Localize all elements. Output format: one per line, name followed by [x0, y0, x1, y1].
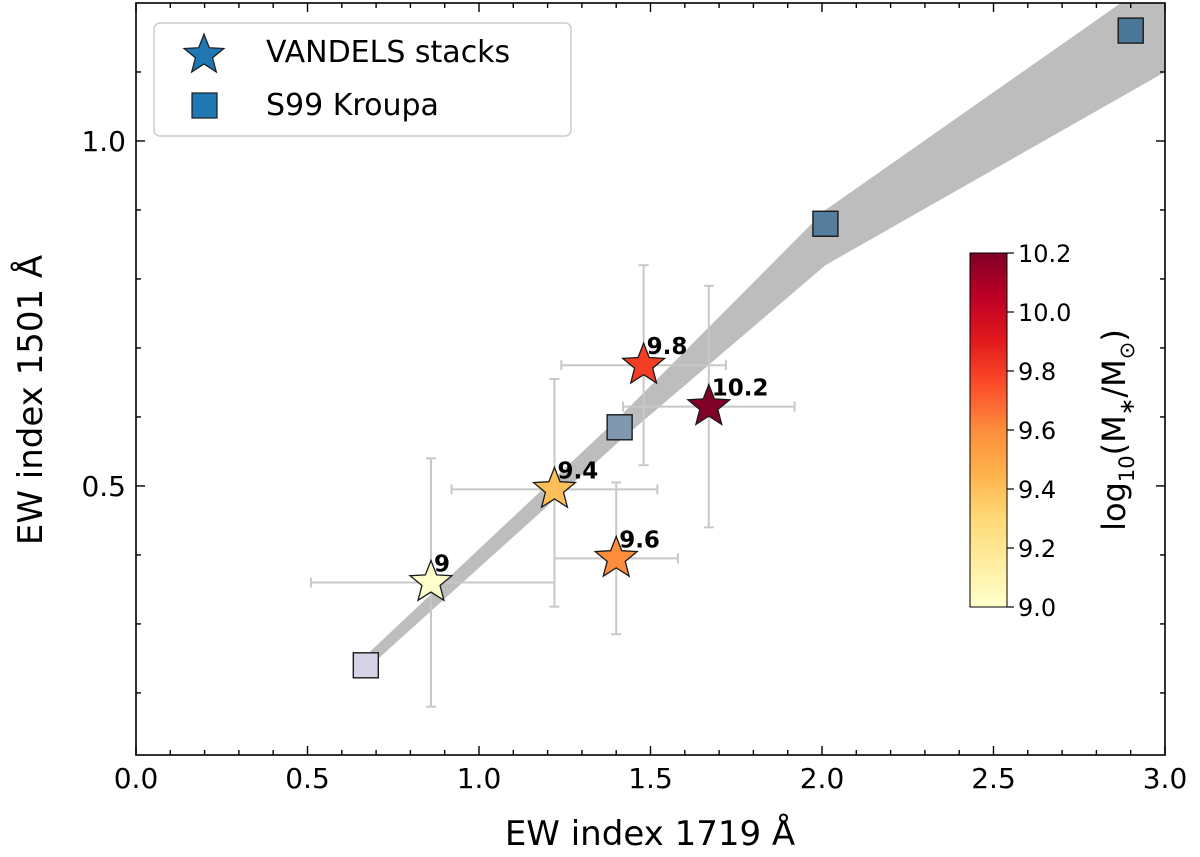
x-tick-label: 1.5	[628, 762, 673, 795]
x-tick-label: 0.5	[285, 762, 330, 795]
star-mass-label: 9	[434, 552, 450, 578]
star-icon-shape	[182, 32, 226, 74]
s99-square-marker	[1117, 17, 1144, 44]
colorbar-tick-label: 10.0	[1018, 299, 1071, 327]
colorbar-tick-label: 9.4	[1018, 476, 1056, 504]
x-tick-label: 0.0	[114, 762, 159, 795]
y-tick-label: 1.0	[81, 125, 126, 158]
s99-square-marker	[352, 652, 380, 679]
vandels-star-marker	[593, 534, 639, 578]
colorbar: 9.0 9.2 9.4 9.6 9.8 10.0 10.2 log10(M∗/M⊙)	[969, 240, 1139, 622]
legend: VANDELS stacks S99 Kroupa	[153, 22, 572, 137]
model-square-layer	[352, 17, 1144, 679]
star-icon	[182, 32, 226, 74]
legend-frame	[153, 22, 572, 137]
star-mass-label: 9.6	[619, 527, 660, 553]
vandels-star-marker	[531, 465, 578, 509]
colorbar-tick-label: 9.0	[1018, 594, 1056, 622]
star-mass-label: 10.2	[712, 376, 769, 402]
legend-label-vandels: VANDELS stacks	[266, 35, 510, 70]
colorbar-tick-label: 9.2	[1018, 535, 1056, 563]
x-tick-label: 1.0	[457, 762, 502, 795]
x-tick-label: 2.0	[800, 762, 845, 795]
vandels-star-marker	[621, 341, 667, 385]
y-tick-label: 0.5	[81, 470, 126, 503]
x-tick-label: 2.5	[971, 762, 1016, 795]
star-mass-label: 9.8	[647, 334, 688, 360]
legend-label-s99: S99 Kroupa	[266, 88, 439, 123]
x-axis-label: EW index 1719 Å	[505, 813, 795, 854]
x-tick-label: 3.0	[1143, 762, 1188, 795]
star-mass-label: 9.4	[557, 458, 598, 484]
point-label-layer: 9 9.4 9.6 9.8 10.2	[434, 334, 769, 577]
colorbar-label: log10(M∗/M⊙)	[1095, 329, 1139, 531]
star-marker-layer	[408, 341, 732, 602]
model-band-layer	[355, 3, 1165, 680]
axes: 0.0 0.5 1.0 1.5 2.0 2.5 3.0 0.5 1.0	[81, 2, 1188, 795]
square-icon	[191, 92, 218, 119]
vandels-star-marker	[408, 558, 454, 602]
colorbar-gradient	[969, 252, 1008, 608]
vandels-star-marker	[686, 382, 732, 426]
s99-square-marker	[606, 414, 633, 441]
colorbar-ticks: 9.0 9.2 9.4 9.6 9.8 10.0 10.2	[1007, 240, 1071, 622]
colorbar-tick-label: 10.2	[1018, 240, 1071, 268]
model-uncertainty-band	[355, 3, 1165, 680]
y-axis-label: EW index 1501 Å	[10, 255, 51, 545]
colorbar-tick-label: 9.6	[1018, 417, 1056, 445]
s99-square-marker	[812, 210, 839, 237]
colorbar-tick-label: 9.8	[1018, 358, 1056, 386]
